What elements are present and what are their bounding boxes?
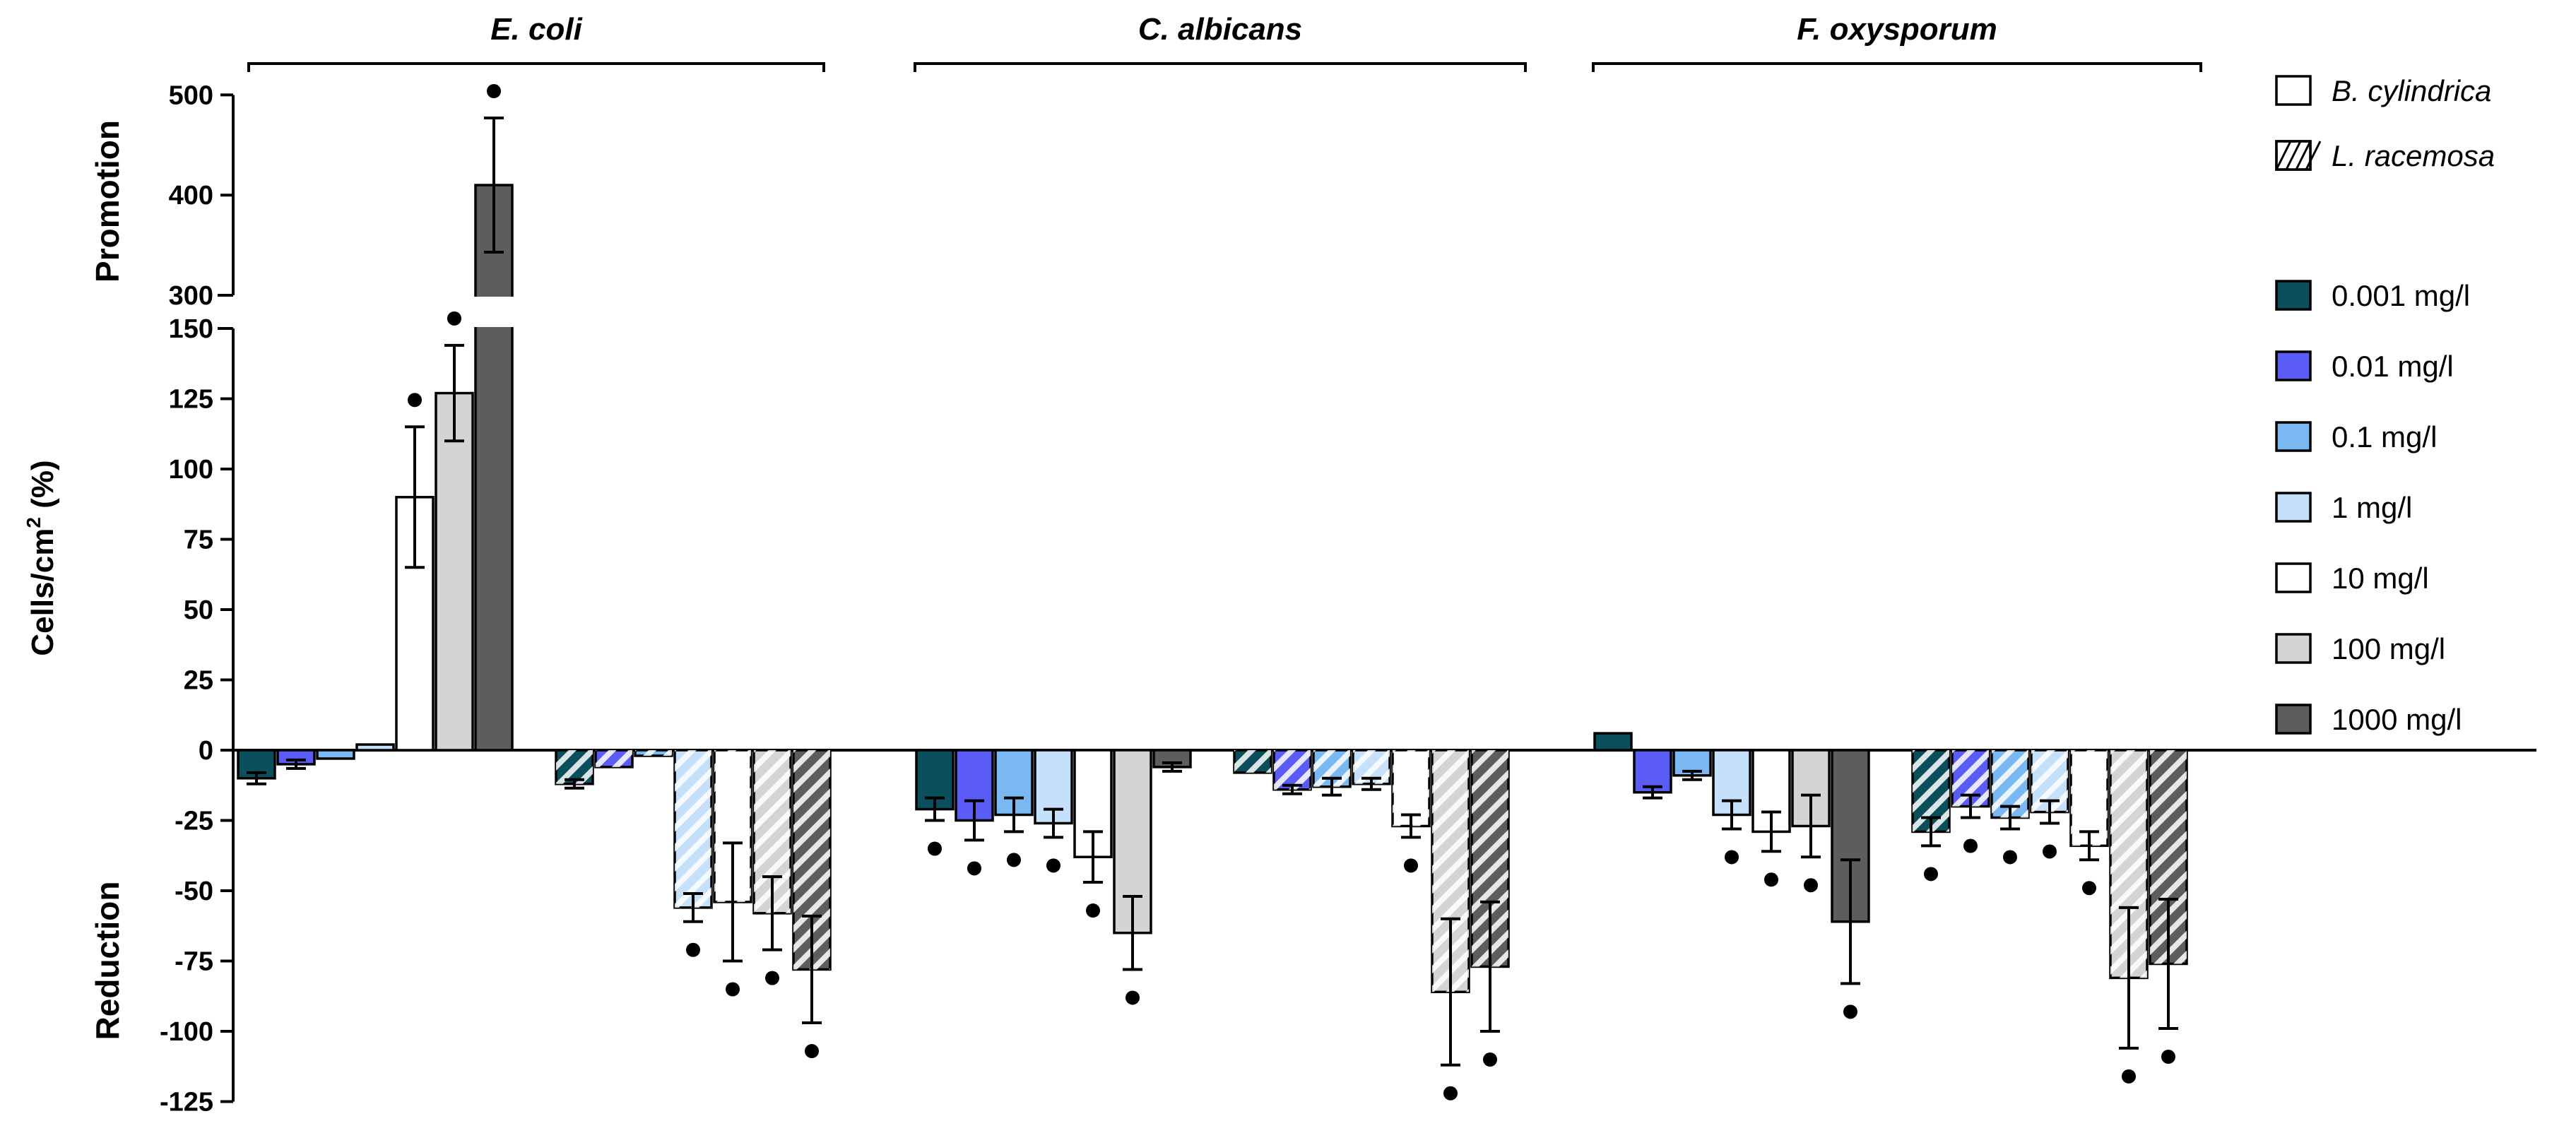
legend-label-extract: B. cylindrica: [2332, 74, 2491, 107]
legend-swatch-concentration: [2275, 350, 2312, 381]
legend: B. cylindrica L. racemosa 0.001 mg/l 0.01 m…: [2275, 74, 2495, 736]
y-tick-label: -75: [175, 947, 213, 977]
legend-swatch-concentration: [2275, 562, 2312, 593]
bar: [1073, 749, 1113, 858]
significance-marker: [1046, 858, 1060, 873]
group-bracket: [247, 62, 825, 72]
legend-hatch-line: [2295, 141, 2312, 170]
significance-marker: [686, 942, 700, 957]
bar: [474, 184, 514, 752]
legend-hatch-line: [2305, 141, 2322, 170]
significance-marker: [1764, 872, 1778, 887]
legend-label-concentration: 100 mg/l: [2332, 632, 2445, 665]
bar-hatch: [675, 750, 711, 908]
legend-label-concentration: 1 mg/l: [2332, 491, 2412, 524]
legend-swatch-concentration: [2275, 704, 2312, 735]
y-tick-label: -25: [175, 807, 213, 836]
bar-hatch: [596, 750, 632, 767]
significance-marker: [928, 841, 942, 856]
significance-marker: [1843, 1004, 1857, 1019]
y-tick-label: 150: [169, 314, 213, 344]
significance-marker: [1924, 867, 1938, 882]
y-tick-label: -100: [160, 1017, 213, 1047]
significance-marker: [1404, 858, 1418, 873]
y-tick-label: 100: [169, 455, 213, 485]
legend-hatch-line: [2285, 141, 2302, 170]
group-title: E. coli: [490, 12, 582, 47]
legend-swatch-concentration: [2275, 633, 2312, 664]
bar-hatch: [1274, 750, 1311, 790]
significance-marker: [2122, 1069, 2136, 1084]
significance-marker: [1804, 878, 1818, 893]
legend-label-concentration: 0.1 mg/l: [2332, 420, 2437, 453]
reduction-label: Reduction: [89, 882, 126, 1040]
significance-marker: [765, 971, 779, 985]
legend-label-extract: L. racemosa: [2332, 139, 2495, 172]
legend-hatch-line: [2275, 141, 2292, 170]
legend-label-concentration: 10 mg/l: [2332, 562, 2429, 595]
legend-swatch-concentration: [2275, 492, 2312, 523]
legend-swatch-extract: [2275, 75, 2312, 106]
significance-marker: [1007, 853, 1021, 867]
y-tick-label: -125: [160, 1088, 213, 1117]
bar-break-gap: [471, 297, 516, 327]
y-tick-label: 400: [169, 181, 213, 210]
significance-marker: [2003, 850, 2017, 865]
significance-marker: [726, 982, 740, 997]
significance-marker: [1963, 838, 1978, 853]
legend-label-concentration: 1000 mg/l: [2332, 703, 2462, 736]
bar: [1593, 732, 1633, 752]
group-bracket: [914, 62, 1527, 72]
legend-swatch-concentration: [2275, 280, 2312, 311]
y-tick-label: 300: [169, 281, 213, 311]
significance-marker: [447, 311, 461, 326]
y-axis-label: Cells/cm2 (%): [23, 460, 60, 656]
significance-marker: [1125, 990, 1140, 1005]
significance-marker: [1086, 903, 1100, 918]
significance-marker: [1725, 850, 1739, 865]
significance-marker: [1443, 1086, 1458, 1101]
significance-marker: [1483, 1052, 1497, 1067]
significance-marker: [2161, 1050, 2175, 1064]
bars: [237, 84, 2188, 1101]
y-tick-label: 125: [169, 385, 213, 415]
y-tick-label: 500: [169, 81, 213, 110]
legend-label-concentration: 0.001 mg/l: [2332, 279, 2470, 312]
y-tick-label: 0: [199, 736, 213, 766]
legend-label-concentration: 0.01 mg/l: [2332, 350, 2454, 383]
group-bracket: [1592, 62, 2202, 72]
bar: [435, 391, 474, 752]
bar: [1034, 749, 1073, 825]
bar: [355, 743, 395, 752]
significance-marker: [2082, 881, 2096, 896]
significance-marker: [805, 1044, 819, 1059]
group-title: C. albicans: [1138, 12, 1302, 47]
significance-marker: [408, 393, 422, 408]
significance-marker: [967, 861, 981, 876]
legend-swatch-border: [2275, 140, 2312, 171]
bar-hatch: [1234, 750, 1271, 773]
bar-hatch: [635, 750, 672, 756]
group-titles: E. coli C. albicans F. oxysporum: [247, 12, 2202, 72]
y-tick-label: -50: [175, 877, 213, 906]
y-tick-label: 50: [184, 595, 213, 625]
legend-swatch-concentration: [2275, 421, 2312, 452]
bar-hatch: [2071, 750, 2108, 846]
y-tick-label: 25: [184, 666, 213, 696]
y-tick-label: 75: [184, 526, 213, 555]
promotion-label: Promotion: [89, 120, 126, 283]
significance-marker: [487, 84, 501, 99]
group-title: F. oxysporum: [1797, 12, 1997, 47]
bar: [316, 749, 355, 760]
significance-marker: [2043, 844, 2057, 859]
